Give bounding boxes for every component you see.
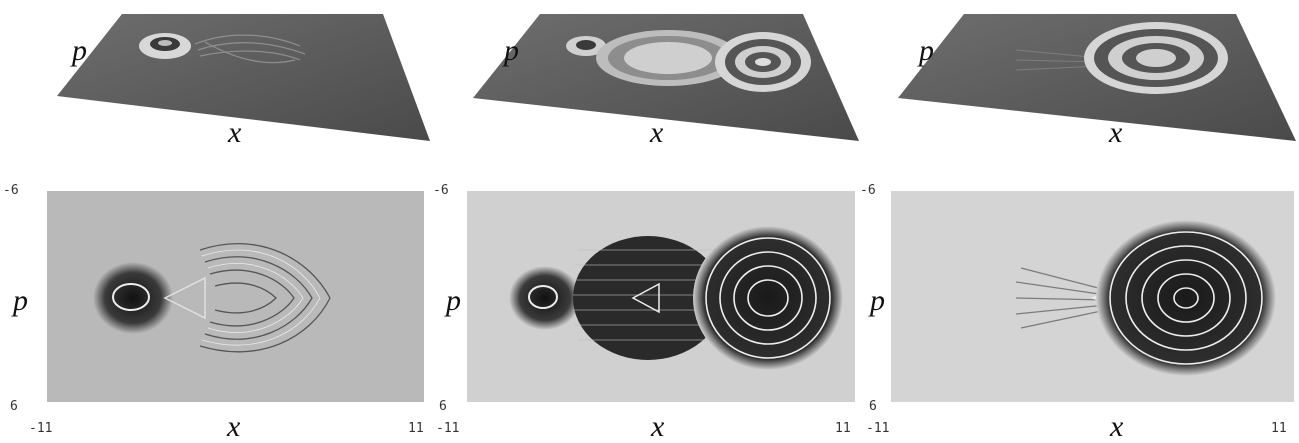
map-2-p-bottom: 6 — [439, 399, 447, 414]
map-2-x-min: -11 — [436, 421, 460, 436]
map-3-p-top: -6 — [860, 183, 876, 198]
surface-2-x-label: x — [650, 116, 664, 149]
phase-map-1-graphic — [47, 191, 424, 402]
phase-map-1: -6 p 6 -11 x 11 — [0, 150, 433, 443]
surface-plot-1: p x — [0, 0, 433, 150]
phase-map-2-graphic — [467, 191, 855, 402]
map-1-x-min: -11 — [29, 421, 53, 436]
map-1-p-top: -6 — [3, 183, 19, 198]
map-3-x-label: x — [1110, 410, 1124, 443]
surface-plot-3-graphic — [898, 14, 1296, 141]
map-2-x-max: 11 — [835, 421, 851, 436]
surface-plot-2-graphic — [473, 14, 859, 141]
map-3-p-label: p — [870, 284, 885, 317]
map-3-p-bottom: 6 — [869, 399, 877, 414]
surface-plot-1-graphic — [57, 14, 430, 141]
surface-1-x-label: x — [228, 116, 242, 149]
surface-3-x-label: x — [1109, 116, 1123, 149]
surface-plot-2: p x — [433, 0, 866, 150]
map-3-x-max: 11 — [1271, 421, 1287, 436]
map-1-p-label: p — [13, 284, 28, 317]
map-1-x-label: x — [227, 410, 241, 443]
phase-map-3-graphic — [891, 191, 1294, 402]
surface-3-p-label: p — [919, 34, 934, 67]
map-2-x-label: x — [651, 410, 665, 443]
map-1-p-bottom: 6 — [10, 399, 18, 414]
map-3-x-min: -11 — [866, 421, 890, 436]
phase-map-3: -6 p 6 -11 x 11 — [860, 150, 1299, 443]
surface-plot-3: p x — [866, 0, 1299, 150]
surface-1-p-label: p — [72, 34, 87, 67]
surface-2-p-label: p — [504, 34, 519, 67]
map-2-p-label: p — [446, 284, 461, 317]
phase-map-2: -6 p 6 -11 x 11 — [433, 150, 866, 443]
map-1-x-max: 11 — [408, 421, 424, 436]
map-2-p-top: -6 — [433, 183, 449, 198]
